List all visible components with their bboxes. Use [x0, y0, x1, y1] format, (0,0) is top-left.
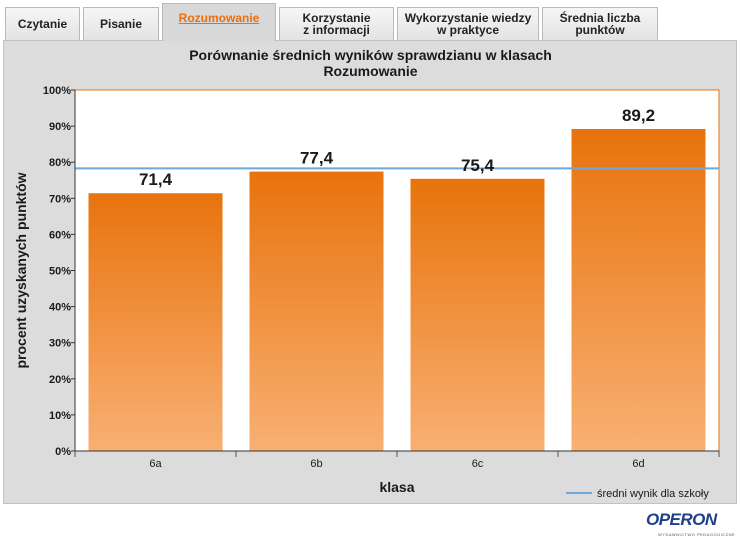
data-label-6b: 77,4	[300, 149, 334, 168]
y-tick-label: 80%	[49, 157, 71, 169]
x-tick-label-6a: 6a	[149, 458, 162, 470]
bar-6c	[410, 178, 545, 451]
tab-korzystanie-z-informacji[interactable]: Korzystanie z informacji	[279, 7, 394, 40]
y-tick-label: 0%	[55, 446, 71, 458]
x-axis-title: klasa	[379, 479, 414, 495]
tab-pisanie[interactable]: Pisanie	[83, 7, 159, 40]
tab-label: Korzystanie z informacji	[302, 11, 371, 37]
tab-label: Wykorzystanie wiedzy w praktyce	[404, 11, 532, 37]
tab-czytanie[interactable]: Czytanie	[5, 7, 80, 40]
chart-title-block: Porównanie średnich wyników sprawdzianu …	[0, 47, 741, 79]
y-tick-label: 90%	[49, 121, 71, 133]
bar-6a	[88, 193, 223, 451]
data-label-6d: 89,2	[622, 106, 655, 125]
y-tick-label: 30%	[49, 338, 71, 350]
y-tick-label: 70%	[49, 193, 71, 205]
x-tick-label-6d: 6d	[632, 458, 644, 470]
logo-text: OPERON	[646, 510, 717, 529]
bar-6d	[571, 128, 706, 451]
x-tick-label-6c: 6c	[472, 458, 484, 470]
publisher-logo: OPERON WYDAWNICTWO PEDAGOGICZNE	[640, 510, 736, 542]
y-tick-label: 20%	[49, 374, 71, 386]
bar-6b	[249, 171, 384, 451]
tab-label: Czytanie	[17, 17, 68, 31]
tab-label: Rozumowanie	[178, 11, 260, 25]
data-label-6c: 75,4	[461, 156, 495, 175]
y-tick-label: 40%	[49, 302, 71, 314]
y-tick-label: 10%	[49, 410, 71, 422]
tab-bar: Czytanie Pisanie Rozumowanie Korzystanie…	[3, 3, 738, 41]
chart-subtitle: Rozumowanie	[323, 63, 418, 79]
legend-label: średni wynik dla szkoły	[597, 488, 709, 500]
y-tick-label: 60%	[49, 229, 71, 241]
x-tick-label-6b: 6b	[310, 458, 322, 470]
tab-label: Średnia liczba punktów	[559, 11, 641, 37]
chart-title: Porównanie średnich wyników sprawdzianu …	[189, 47, 552, 63]
tab-label: Pisanie	[99, 17, 143, 31]
logo-tagline: WYDAWNICTWO PEDAGOGICZNE	[658, 532, 736, 537]
y-axis-title: procent uzyskanych punktów	[13, 172, 29, 368]
tab-srednia-liczba-punktow[interactable]: Średnia liczba punktów	[542, 7, 658, 40]
y-tick-label: 50%	[49, 266, 71, 278]
data-label-6a: 71,4	[139, 170, 173, 189]
tab-wykorzystanie-wiedzy[interactable]: Wykorzystanie wiedzy w praktyce	[397, 7, 539, 40]
tab-rozumowanie[interactable]: Rozumowanie	[162, 3, 276, 41]
y-tick-label: 100%	[43, 85, 71, 97]
